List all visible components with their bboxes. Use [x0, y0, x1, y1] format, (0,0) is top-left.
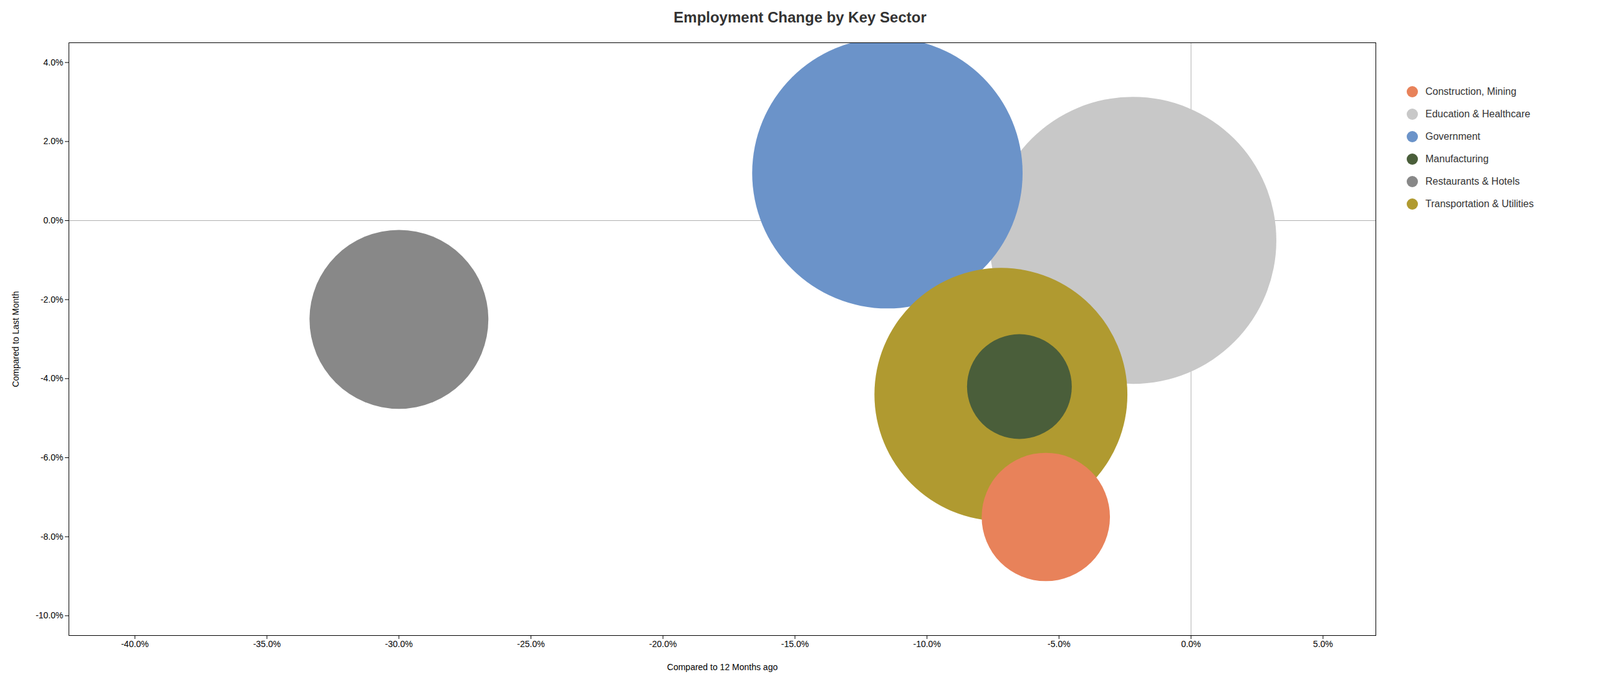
svg-text:-4.0%: -4.0% [40, 372, 64, 383]
svg-text:-10.0%: -10.0% [35, 609, 63, 620]
svg-text:Compared to Last Month: Compared to Last Month [10, 290, 21, 387]
svg-text:-20.0%: -20.0% [649, 638, 677, 649]
svg-text:-10.0%: -10.0% [912, 638, 941, 649]
svg-text:-25.0%: -25.0% [516, 638, 545, 649]
html-text:Education & Healthcare: Education & Healthcare [1425, 108, 1531, 120]
html-text:Construction, Mining: Construction, Mining [1425, 86, 1517, 97]
svg-text:-15.0%: -15.0% [781, 638, 809, 649]
svg-text:-40.0%: -40.0% [120, 638, 149, 649]
html-text:Employment Change by Key Secto: Employment Change by Key Sector [673, 8, 927, 26]
html-text:Restaurants & Hotels: Restaurants & Hotels [1425, 175, 1520, 187]
svg-text:-5.0%: -5.0% [1047, 638, 1071, 649]
svg-text:2.0%: 2.0% [43, 135, 64, 146]
html-text:Manufacturing: Manufacturing [1425, 153, 1489, 164]
svg-text:5.0%: 5.0% [1313, 638, 1334, 649]
html-text:Transportation & Utilities: Transportation & Utilities [1425, 198, 1534, 209]
svg-text:-2.0%: -2.0% [40, 294, 64, 305]
svg-text:-35.0%: -35.0% [253, 638, 281, 649]
svg-text:0.0%: 0.0% [1180, 638, 1201, 649]
html-text:Government: Government [1425, 130, 1481, 142]
svg-text:0.0%: 0.0% [43, 215, 64, 226]
svg-text:-8.0%: -8.0% [40, 531, 64, 542]
svg-text:4.0%: 4.0% [43, 57, 64, 68]
svg-text:-30.0%: -30.0% [385, 638, 413, 649]
svg-text:Compared to 12 Months ago: Compared to 12 Months ago [667, 661, 779, 672]
svg-text:-6.0%: -6.0% [40, 452, 64, 463]
